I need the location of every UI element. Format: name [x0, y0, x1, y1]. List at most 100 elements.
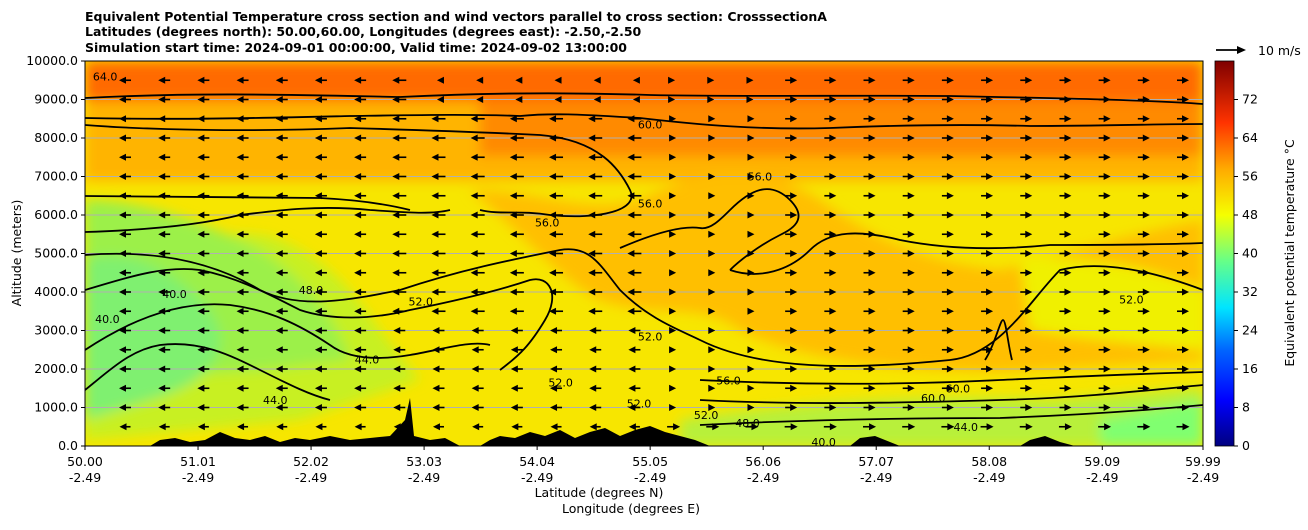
y-tick-label: 4000.0 [34, 284, 78, 299]
wind-vector [510, 365, 523, 373]
x-tick-label-lat: 54.04 [519, 454, 555, 469]
wind-vector [824, 192, 837, 200]
wind-vector [863, 384, 876, 392]
wind-vector [354, 211, 367, 219]
wind-vector [1020, 115, 1033, 123]
wind-vector [119, 346, 131, 354]
wind-vector [824, 230, 837, 238]
wind-vector [119, 423, 131, 431]
wind-vector [1059, 115, 1072, 123]
wind-vector [1020, 173, 1033, 180]
wind-vector [785, 230, 798, 238]
wind-vector [785, 269, 798, 277]
wind-vector [549, 115, 564, 123]
x-tick-label-lon: -2.49 [1086, 470, 1118, 485]
contour-label: 60.0 [921, 392, 946, 405]
wind-vector [1059, 250, 1072, 257]
wind-vector [627, 192, 642, 200]
contour-label: 60.0 [946, 382, 971, 395]
wind-vector [236, 96, 249, 103]
wind-vector [1059, 76, 1072, 84]
wind-vector [354, 153, 367, 161]
wind-vector [549, 153, 564, 161]
wind-vector [197, 192, 210, 200]
field-coldest-west [85, 256, 221, 420]
wind-vector [197, 250, 210, 257]
wind-vector [1137, 211, 1150, 219]
wind-vector [1098, 134, 1111, 142]
wind-vector [275, 192, 288, 200]
wind-vector [1137, 134, 1150, 142]
wind-vector [236, 250, 249, 257]
wind-vector [863, 327, 876, 334]
wind-vector [1059, 384, 1072, 392]
wind-vector [393, 384, 406, 392]
contour-48-east [699, 371, 1203, 385]
wind-vector [509, 192, 524, 200]
wind-vector [747, 327, 755, 334]
wind-vector [471, 346, 484, 354]
x-tick-label-lat: 55.05 [632, 454, 668, 469]
wind-vector [470, 250, 485, 257]
contour-44-east [699, 384, 1203, 404]
wind-vector [1177, 269, 1189, 277]
wind-vector [431, 269, 446, 277]
wind-vector [236, 134, 249, 142]
wind-vector [981, 384, 994, 392]
field-warm-east-core [470, 173, 1203, 372]
wind-vector [392, 269, 407, 277]
wind-vector [119, 173, 131, 180]
wind-vector [1177, 384, 1189, 392]
wind-vector [119, 365, 131, 373]
quiver-key-arrow-head [1237, 46, 1246, 54]
wind-vector [1098, 365, 1111, 373]
y-tick-label: 2000.0 [34, 361, 78, 376]
wind-vector [471, 365, 484, 373]
wind-vector [197, 423, 209, 431]
wind-vector [393, 404, 406, 411]
wind-vector [158, 365, 171, 373]
wind-vector [119, 115, 131, 123]
wind-vector [863, 307, 876, 315]
wind-vector [1098, 404, 1111, 411]
wind-vector [745, 423, 759, 431]
contour-40-west [85, 343, 331, 401]
wind-vector [354, 250, 367, 257]
wind-vector [941, 327, 954, 334]
wind-vector [1177, 230, 1189, 238]
colorbar-tick-label: 72 [1242, 92, 1258, 107]
wind-vector [1098, 307, 1111, 315]
wind-vector [470, 173, 485, 180]
wind-vector [158, 192, 171, 200]
wind-vector [627, 307, 642, 315]
wind-vector [824, 250, 837, 257]
wind-vector [354, 192, 367, 200]
wind-vector [824, 288, 837, 296]
wind-vector [1059, 173, 1072, 180]
wind-vector [669, 269, 677, 277]
wind-vector [902, 96, 915, 103]
wind-vector [941, 365, 954, 373]
x-tick-label-lat: 53.03 [406, 454, 442, 469]
y-tick-label: 10000.0 [26, 53, 78, 68]
wind-vector [1098, 230, 1111, 238]
wind-vector [941, 76, 954, 84]
wind-vector [707, 76, 715, 84]
wind-vector [1137, 288, 1150, 296]
y-tick-label: 0.0 [58, 438, 78, 453]
wind-vector [276, 423, 288, 431]
wind-vector [275, 115, 288, 123]
wind-vector [158, 96, 171, 103]
colorbar-tick-label: 8 [1242, 400, 1250, 415]
wind-vector [275, 404, 288, 411]
wind-vector [470, 230, 485, 238]
wind-vector [669, 250, 677, 257]
wind-vector [236, 346, 249, 354]
wind-vector [1020, 346, 1033, 354]
wind-vector [708, 365, 716, 373]
wind-vector [747, 346, 755, 354]
wind-vector [746, 96, 754, 103]
y-tick-label: 5000.0 [34, 246, 78, 261]
wind-vector [632, 76, 640, 84]
wind-vector [392, 211, 407, 219]
